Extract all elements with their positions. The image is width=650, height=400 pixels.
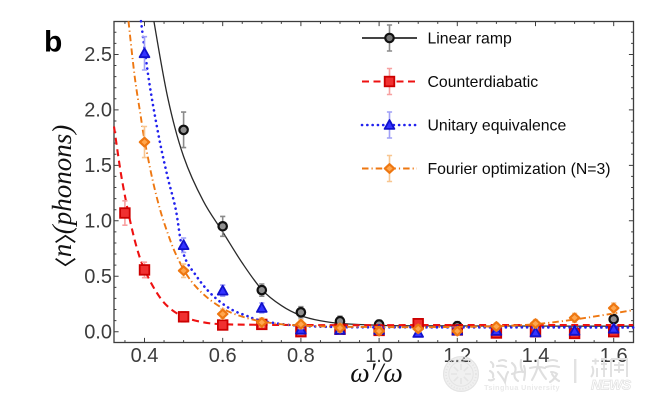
- svg-text:0.8: 0.8: [287, 345, 315, 367]
- svg-text:2.0: 2.0: [84, 100, 112, 122]
- svg-text:b: b: [44, 26, 62, 59]
- svg-text:n: n: [47, 244, 77, 258]
- svg-text:0.0: 0.0: [84, 321, 112, 343]
- svg-text:1.4: 1.4: [522, 345, 550, 367]
- svg-text:2.5: 2.5: [84, 44, 112, 66]
- svg-text:1.2: 1.2: [443, 345, 471, 367]
- svg-text:Unitary equivalence: Unitary equivalence: [428, 118, 567, 135]
- svg-text:0.5: 0.5: [84, 266, 112, 288]
- svg-text:0.6: 0.6: [209, 345, 237, 367]
- svg-text:1.0: 1.0: [365, 345, 393, 367]
- svg-text:NEWS: NEWS: [591, 377, 632, 393]
- svg-text:(phonons): (phonons): [47, 125, 77, 235]
- svg-text:0.4: 0.4: [131, 345, 159, 367]
- svg-text:Fourier optimization (N=3): Fourier optimization (N=3): [428, 161, 611, 178]
- svg-text:ω′/ω: ω′/ω: [350, 357, 403, 388]
- svg-text:1.5: 1.5: [84, 155, 112, 177]
- svg-text:Linear ramp: Linear ramp: [428, 31, 513, 48]
- svg-text:Counterdiabatic: Counterdiabatic: [428, 74, 539, 91]
- svg-text:1.6: 1.6: [600, 345, 628, 367]
- svg-text:Tsinghua University: Tsinghua University: [484, 383, 560, 392]
- svg-text:1.0: 1.0: [84, 211, 112, 233]
